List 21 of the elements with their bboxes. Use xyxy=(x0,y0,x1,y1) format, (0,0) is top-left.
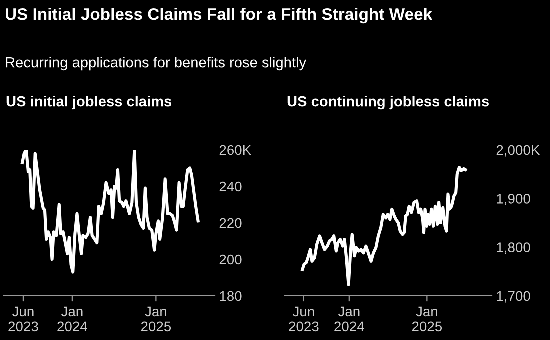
y-tick-label: 200 xyxy=(220,254,242,265)
line-series xyxy=(301,166,468,286)
text: US Initial Jobless Claims Fall for a Fifth Straight Week xyxy=(6,8,433,24)
text: Recurring applications for benefits rose slightly xyxy=(6,57,307,71)
y-tick-label: 1,900 xyxy=(497,194,530,206)
x-tick-label: Jan 2024 xyxy=(58,306,88,332)
y-tick-label: 220 xyxy=(220,218,242,228)
x-tick-label: Jan 2025 xyxy=(141,306,172,332)
x-tick-label: Jun 2023 xyxy=(289,306,319,332)
x-tick-label: Jun 2023 xyxy=(8,306,38,332)
y-tick-label: 260K xyxy=(220,145,252,156)
line-series xyxy=(21,150,200,274)
x-tick-label: Jan 2025 xyxy=(412,306,442,332)
y-tick-label: 240 xyxy=(220,182,242,192)
x-tick-label: Jan 2024 xyxy=(334,306,364,332)
y-tick-label: 180 xyxy=(220,291,242,302)
y-tick-label: 2,000K xyxy=(496,145,540,157)
chart-title: US continuing jobless claims xyxy=(288,96,489,110)
chart-title: US initial jobless claims xyxy=(6,96,172,110)
y-tick-label: 1,800 xyxy=(497,242,530,254)
y-tick-label: 1,700 xyxy=(497,291,530,303)
